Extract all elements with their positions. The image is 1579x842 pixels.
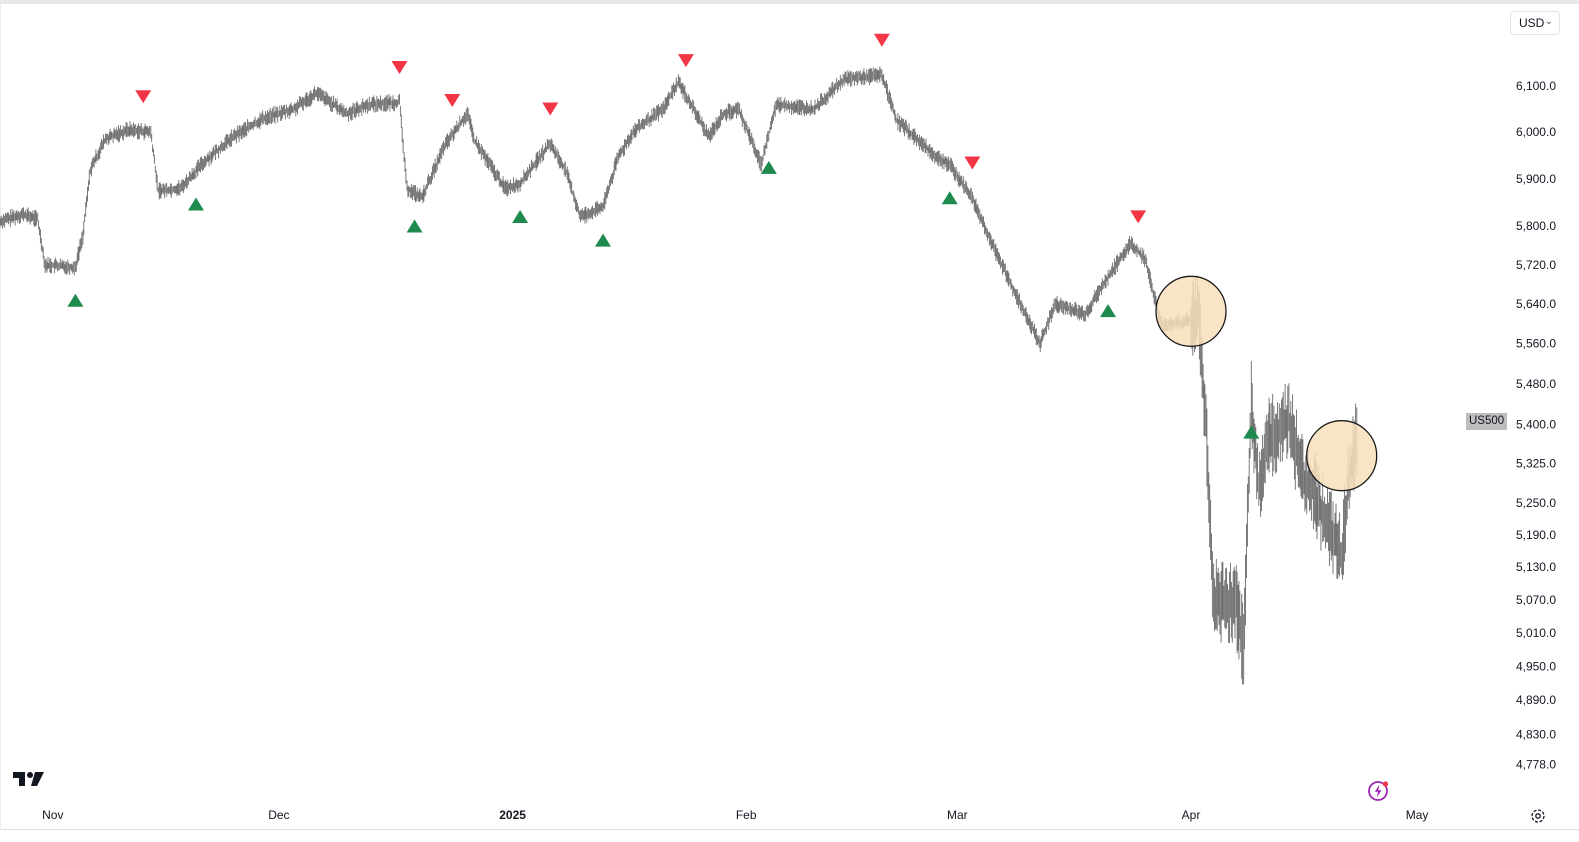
y-tick-label: 5,800.0: [1516, 219, 1556, 233]
y-tick-label: 4,778.0: [1516, 758, 1556, 772]
chevron-down-icon: ⌄: [1544, 16, 1553, 27]
buy-signal-marker: [512, 209, 529, 223]
y-tick-label: 6,000.0: [1516, 125, 1556, 139]
x-tick-label: Mar: [947, 808, 968, 822]
x-tick-label: Nov: [42, 808, 63, 822]
y-axis[interactable]: 6,100.0 6,000.0 5,900.0 5,800.0 5,720.0 5,640…: [1516, 79, 1556, 771]
y-tick-label: 5,325.0: [1516, 457, 1556, 471]
y-tick-label: 5,130.0: [1516, 560, 1556, 574]
y-tick-label: 5,720.0: [1516, 258, 1556, 272]
y-tick-label: 6,100.0: [1516, 79, 1556, 93]
y-tick-label: 5,250.0: [1516, 496, 1556, 510]
x-tick-label: Dec: [268, 808, 289, 822]
price-bars: [0, 66, 1358, 685]
y-tick-label: 5,190.0: [1516, 528, 1556, 542]
buy-signal-marker: [941, 191, 958, 205]
x-tick-label: Feb: [736, 808, 757, 822]
settings-gear-icon[interactable]: [1530, 808, 1546, 829]
buy-signal-marker: [67, 293, 84, 307]
y-tick-label: 5,400.0: [1516, 418, 1556, 432]
time-axis-border: [0, 829, 1579, 830]
x-axis[interactable]: Nov Dec 2025 Feb Mar Apr May: [42, 808, 1428, 822]
x-tick-label: May: [1406, 808, 1429, 822]
y-tick-label: 4,830.0: [1516, 728, 1556, 742]
signal-markers: [67, 33, 1260, 439]
sell-signal-marker: [964, 156, 981, 170]
y-tick-label: 5,640.0: [1516, 297, 1556, 311]
left-border: [0, 4, 1, 830]
y-tick-label: 5,560.0: [1516, 337, 1556, 351]
currency-selector[interactable]: USD ⌄: [1510, 11, 1560, 35]
y-tick-label: 4,950.0: [1516, 659, 1556, 673]
buy-signal-marker: [406, 219, 423, 233]
tradingview-logo-icon[interactable]: [13, 772, 45, 793]
sell-signal-marker: [444, 94, 461, 108]
buy-signal-marker: [1243, 425, 1260, 439]
buy-signal-marker: [187, 197, 204, 211]
flash-icon[interactable]: [1367, 779, 1391, 808]
sell-signal-marker: [391, 61, 408, 75]
y-tick-label: 5,480.0: [1516, 377, 1556, 391]
buy-signal-marker: [595, 233, 612, 247]
highlight-circle: [1306, 420, 1378, 492]
top-border: [0, 0, 1579, 4]
y-tick-label: 5,010.0: [1516, 626, 1556, 640]
highlight-circles: [1155, 275, 1378, 492]
symbol-price-label: US500: [1466, 413, 1508, 430]
x-tick-label: 2025: [499, 808, 526, 822]
highlight-circle: [1155, 275, 1227, 347]
y-tick-label: 5,070.0: [1516, 593, 1556, 607]
y-tick-label: 4,890.0: [1516, 693, 1556, 707]
sell-signal-marker: [873, 33, 890, 47]
x-tick-label: Apr: [1182, 808, 1201, 822]
sell-signal-marker: [677, 54, 694, 68]
buy-signal-marker: [760, 160, 777, 174]
y-tick-label: 5,900.0: [1516, 172, 1556, 186]
sell-signal-marker: [135, 90, 152, 104]
sell-signal-marker: [1130, 210, 1147, 224]
buy-signal-marker: [1100, 304, 1117, 318]
sell-signal-marker: [542, 102, 559, 116]
currency-label: USD: [1519, 16, 1545, 30]
